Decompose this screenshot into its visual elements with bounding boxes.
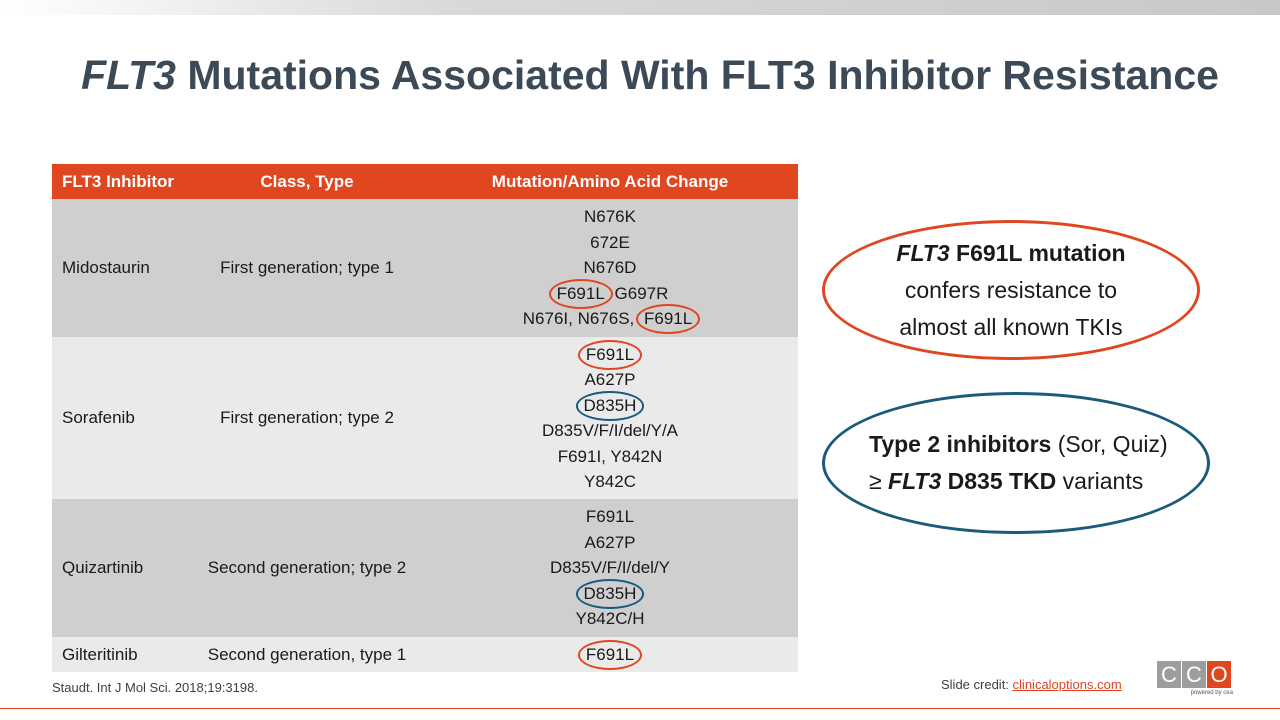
mutation: F691I, Y842N bbox=[557, 446, 663, 466]
mutation-circled: F691L bbox=[577, 339, 643, 370]
callout-type2: Type 2 inhibitors (Sor, Quiz) ≥ FLT3 D83… bbox=[822, 392, 1210, 534]
table-row: Quizartinib Second generation; type 2 F6… bbox=[52, 499, 798, 637]
callout-gene: FLT3 bbox=[888, 468, 942, 494]
logo-letter: C bbox=[1182, 661, 1206, 688]
header-inhibitor: FLT3 Inhibitor bbox=[52, 164, 192, 199]
mutation: D835V/F/I/del/Y bbox=[549, 558, 670, 578]
inhibitor-cell: Sorafenib bbox=[52, 337, 192, 499]
mutation: 672E bbox=[590, 232, 630, 252]
geq-symbol: ≥ bbox=[869, 468, 889, 494]
slide-title: FLT3 Mutations Associated With FLT3 Inhi… bbox=[0, 52, 1280, 99]
table-row: Gilteritinib Second generation, type 1 F… bbox=[52, 637, 798, 672]
mutation-circled: F691L bbox=[636, 304, 701, 335]
top-gradient-bar bbox=[0, 0, 1280, 15]
mutation: Y842C bbox=[584, 472, 636, 491]
mutation-cell: F691L bbox=[422, 637, 798, 672]
callout-bold: F691L mutation bbox=[949, 239, 1126, 266]
table-row: Midostaurin First generation; type 1 N67… bbox=[52, 199, 798, 337]
logo-letter: O bbox=[1207, 661, 1231, 688]
table-header-row: FLT3 Inhibitor Class, Type Mutation/Amin… bbox=[52, 164, 798, 199]
mutation-circled: F691L bbox=[577, 639, 643, 670]
inhibitor-cell: Gilteritinib bbox=[52, 637, 192, 672]
class-type-cell: Second generation, type 1 bbox=[192, 637, 422, 672]
callout-line: confers resistance to bbox=[904, 276, 1118, 303]
mutation: N676K bbox=[584, 207, 636, 227]
cco-logo: C C O powered by cea bbox=[1157, 661, 1233, 696]
class-type-cell: First generation; type 2 bbox=[192, 337, 422, 499]
mutation-cell: F691L A627P D835H D835V/F/I/del/Y/A F691… bbox=[422, 337, 798, 499]
mutation-circled-blue: D835H bbox=[575, 578, 645, 609]
logo-letter: C bbox=[1157, 661, 1181, 688]
bottom-divider bbox=[0, 708, 1280, 709]
callout-text: (Sor, Quiz) bbox=[1051, 431, 1168, 457]
inhibitor-cell: Quizartinib bbox=[52, 499, 192, 637]
inhibitor-cell: Midostaurin bbox=[52, 199, 192, 337]
mutation-circled-blue: D835H bbox=[575, 390, 645, 421]
mutation-cell: N676K 672E N676D F691L G697R N676I, N676… bbox=[422, 199, 798, 337]
mutation-cell: F691L A627P D835V/F/I/del/Y D835H Y842C/… bbox=[422, 499, 798, 637]
mutation: F691L bbox=[585, 507, 635, 527]
credit-label: Slide credit: bbox=[941, 677, 1013, 692]
callout-gene: FLT3 bbox=[896, 239, 950, 266]
mutation: G697R bbox=[614, 283, 669, 303]
mutation: Y842C/H bbox=[575, 609, 645, 629]
title-gene: FLT3 bbox=[81, 52, 176, 98]
slide-credit: Slide credit: clinicaloptions.com bbox=[941, 677, 1122, 692]
mutation: N676D bbox=[583, 258, 637, 278]
callout-line: almost all known TKIs bbox=[899, 313, 1123, 340]
header-mutation: Mutation/Amino Acid Change bbox=[422, 164, 798, 199]
title-text: Mutations Associated With FLT3 Inhibitor… bbox=[175, 52, 1219, 98]
header-class-type: Class, Type bbox=[192, 164, 422, 199]
logo-tagline: powered by cea bbox=[1190, 690, 1233, 696]
table-row: Sorafenib First generation; type 2 F691L… bbox=[52, 337, 798, 499]
class-type-cell: Second generation; type 2 bbox=[192, 499, 422, 637]
callout-bold: Type 2 inhibitors bbox=[869, 431, 1052, 457]
mutation: D835V/F/I/del/Y/A bbox=[541, 421, 679, 440]
mutation: N676I, N676S, bbox=[522, 309, 635, 329]
callout-f691l: FLT3 F691L mutation confers resistance t… bbox=[822, 220, 1200, 360]
mutation-circled: F691L bbox=[548, 278, 613, 309]
reference-citation: Staudt. Int J Mol Sci. 2018;19:3198. bbox=[52, 680, 258, 695]
mutation-table: FLT3 Inhibitor Class, Type Mutation/Amin… bbox=[52, 164, 798, 672]
callout-bold: D835 TKD bbox=[941, 468, 1057, 494]
mutation: A627P bbox=[584, 370, 636, 389]
callout-text: variants bbox=[1056, 468, 1144, 494]
class-type-cell: First generation; type 1 bbox=[192, 199, 422, 337]
mutation: A627P bbox=[584, 532, 636, 552]
credit-link[interactable]: clinicaloptions.com bbox=[1012, 677, 1122, 692]
